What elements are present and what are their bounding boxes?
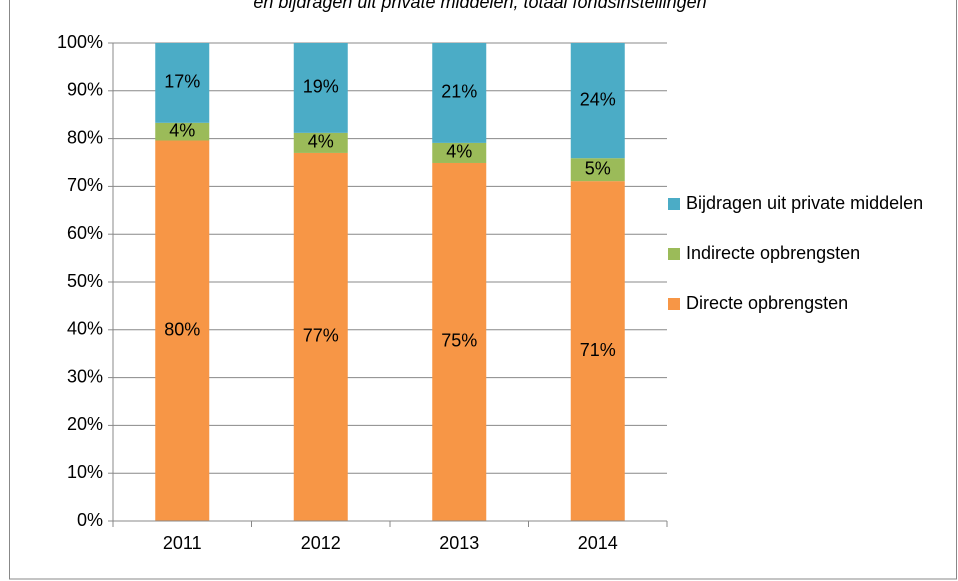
x-tick-label: 2011 [163, 533, 202, 553]
data-label: 80% [164, 320, 200, 340]
y-tick-label: 80% [67, 127, 103, 147]
y-tick-label: 60% [67, 223, 103, 243]
data-label: 19% [303, 77, 339, 97]
y-tick-label: 100% [57, 32, 103, 52]
data-label: 5% [585, 158, 611, 178]
legend-label: Bijdragen uit private middelen [686, 193, 923, 213]
data-label: 24% [580, 89, 616, 109]
bar-segment [155, 140, 210, 521]
bar-segment [570, 181, 625, 521]
x-tick-label: 2013 [439, 533, 479, 553]
data-label: 21% [441, 82, 477, 102]
bar-segment [293, 43, 348, 133]
chart-title: en bijdragen uit private middelen, totaa… [253, 0, 706, 12]
bar-segment [570, 158, 625, 182]
x-tick-label: 2014 [578, 533, 618, 553]
y-tick-label: 40% [67, 319, 103, 339]
legend-swatch [668, 248, 680, 260]
bar-segment [432, 162, 487, 521]
legend-label: Directe opbrengsten [686, 293, 848, 313]
bar-segment [293, 132, 348, 153]
y-tick-label: 20% [67, 414, 103, 434]
bar-segment [432, 142, 487, 163]
bar-segment [293, 152, 348, 521]
data-label: 71% [580, 340, 616, 360]
bar-segment [432, 43, 487, 143]
legend-swatch [668, 298, 680, 310]
data-label: 77% [303, 326, 339, 346]
data-label: 4% [169, 120, 195, 140]
bar-segment [570, 43, 625, 159]
y-tick-label: 70% [67, 175, 103, 195]
y-tick-label: 0% [77, 510, 103, 530]
y-tick-label: 50% [67, 271, 103, 291]
y-tick-label: 10% [67, 462, 103, 482]
legend-label: Indirecte opbrengsten [686, 243, 860, 263]
y-tick-label: 90% [67, 80, 103, 100]
x-tick-label: 2012 [301, 533, 341, 553]
data-label: 4% [446, 142, 472, 162]
data-label: 4% [308, 132, 334, 152]
y-tick-label: 30% [67, 366, 103, 386]
bar-segment [155, 122, 210, 141]
data-label: 75% [441, 331, 477, 351]
legend-swatch [668, 198, 680, 210]
data-label: 17% [164, 72, 200, 92]
bar-segment [155, 43, 210, 123]
